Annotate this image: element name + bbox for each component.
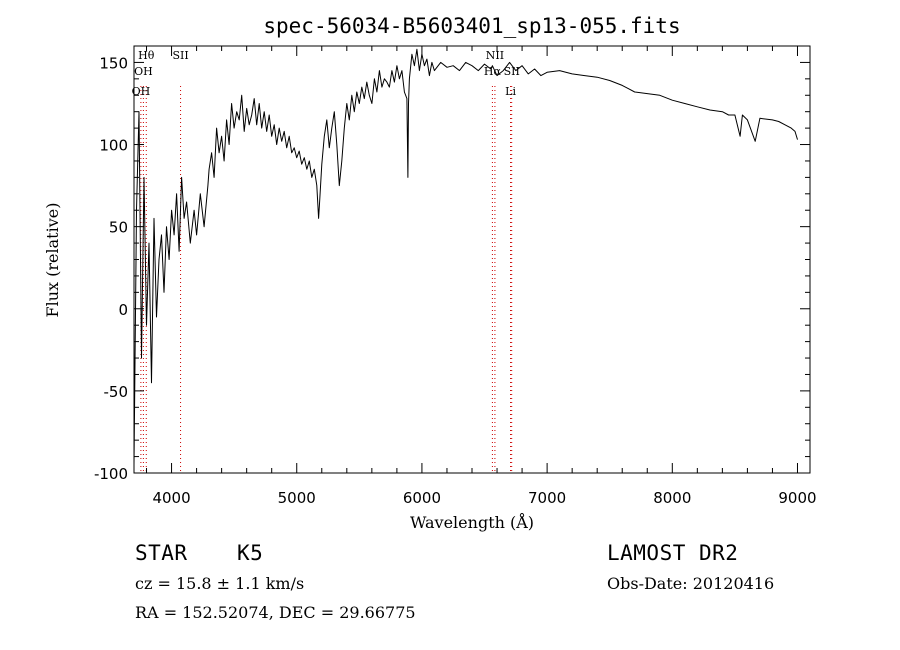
- y-tick-label-0: -100: [94, 465, 128, 483]
- x-tick-label-0: 4000: [152, 489, 190, 507]
- y-tick-label-2: 0: [118, 301, 128, 319]
- x-tick-label-4: 8000: [653, 489, 691, 507]
- y-axis-ticks: -100 -50 0 50 100 150: [94, 45, 810, 483]
- line-label-4: NII: [486, 49, 504, 62]
- object-type: STAR: [135, 541, 188, 565]
- line-label-3: SII: [172, 49, 188, 62]
- y-tick-label-3: 50: [109, 219, 128, 237]
- survey-name: LAMOST DR2: [607, 541, 739, 565]
- y-tick-label-5: 150: [99, 54, 128, 72]
- y-tick-label-4: 100: [99, 137, 128, 155]
- x-tick-label-2: 6000: [403, 489, 441, 507]
- subclass: K5: [237, 541, 264, 565]
- line-label-0: Hθ: [138, 49, 155, 62]
- series-layer: [133, 48, 798, 465]
- x-axis-label: Wavelength (Å): [410, 512, 534, 532]
- line-label-6: SII: [504, 65, 520, 78]
- x-tick-label-1: 5000: [278, 489, 316, 507]
- y-tick-label-1: -50: [104, 383, 129, 401]
- line-label-2: OH: [132, 85, 151, 98]
- redshift-text: cz = 15.8 ± 1.1 km/s: [135, 574, 305, 593]
- series-line-0: [133, 48, 798, 465]
- obs-date: Obs-Date: 20120416: [607, 574, 775, 593]
- x-axis-ticks: 4000 5000 6000 7000 8000 9000: [146, 46, 817, 507]
- line-label-5: Hα: [484, 65, 502, 78]
- line-label-1: OH: [134, 65, 153, 78]
- x-tick-label-5: 9000: [778, 489, 816, 507]
- chart-title: spec-56034-B5603401_sp13-055.fits: [263, 14, 680, 38]
- x-tick-label-3: 7000: [528, 489, 566, 507]
- coordinates: RA = 152.52074, DEC = 29.66775: [135, 603, 416, 622]
- line-label-7: Li: [505, 85, 516, 98]
- line-markers: [140, 86, 513, 473]
- y-axis-label: Flux (relative): [43, 203, 62, 318]
